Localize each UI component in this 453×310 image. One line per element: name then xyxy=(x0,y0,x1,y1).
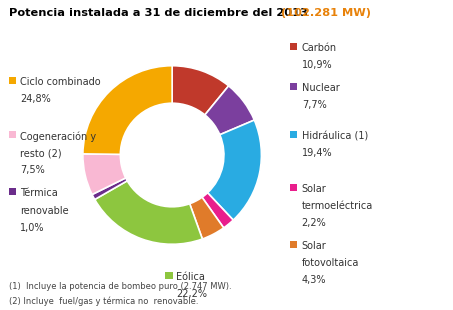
Text: 24,8%: 24,8% xyxy=(20,94,51,104)
Text: Ciclo combinado: Ciclo combinado xyxy=(20,77,101,87)
Wedge shape xyxy=(202,193,233,228)
Text: 1,0%: 1,0% xyxy=(20,223,44,232)
Text: 22,2%: 22,2% xyxy=(176,289,207,299)
Wedge shape xyxy=(83,66,172,154)
Text: Carbón: Carbón xyxy=(302,43,337,53)
Wedge shape xyxy=(92,178,127,199)
Text: Solar: Solar xyxy=(302,184,327,194)
Text: 19,4%: 19,4% xyxy=(302,148,333,158)
Text: 7,7%: 7,7% xyxy=(302,100,327,110)
Text: (102.281 MW): (102.281 MW) xyxy=(277,8,371,18)
Text: renovable: renovable xyxy=(20,206,68,215)
Text: Nuclear: Nuclear xyxy=(302,83,339,93)
Wedge shape xyxy=(172,66,229,115)
Text: Potencia instalada a 31 de diciembre del 2013 (102.281 MW): Potencia instalada a 31 de diciembre del… xyxy=(9,8,402,18)
Text: (1)  Incluye la potencia de bombeo puro (2.747 MW).: (1) Incluye la potencia de bombeo puro (… xyxy=(9,282,231,291)
Wedge shape xyxy=(95,181,202,244)
Text: Cogeneración y: Cogeneración y xyxy=(20,131,96,142)
Text: Térmica: Térmica xyxy=(20,188,58,198)
Wedge shape xyxy=(205,86,254,135)
Text: 2,2%: 2,2% xyxy=(302,218,327,228)
Text: Eólica: Eólica xyxy=(176,272,205,282)
Text: 10,9%: 10,9% xyxy=(302,60,333,70)
Wedge shape xyxy=(207,120,261,220)
Text: 4,3%: 4,3% xyxy=(302,275,326,285)
Text: 7,5%: 7,5% xyxy=(20,165,45,175)
Text: fotovoltaica: fotovoltaica xyxy=(302,258,359,268)
Text: Solar: Solar xyxy=(302,241,327,251)
Text: Hidráulica (1): Hidráulica (1) xyxy=(302,131,368,141)
Text: Potencia instalada a 31 de diciembre del 2013: Potencia instalada a 31 de diciembre del… xyxy=(9,8,308,18)
Wedge shape xyxy=(83,154,126,195)
Text: termoeléctrica: termoeléctrica xyxy=(302,201,373,211)
Text: resto (2): resto (2) xyxy=(20,148,62,158)
Wedge shape xyxy=(190,197,224,239)
Text: (2) Incluye  fuel/gas y térmica no  renovable.: (2) Incluye fuel/gas y térmica no renova… xyxy=(9,296,198,306)
